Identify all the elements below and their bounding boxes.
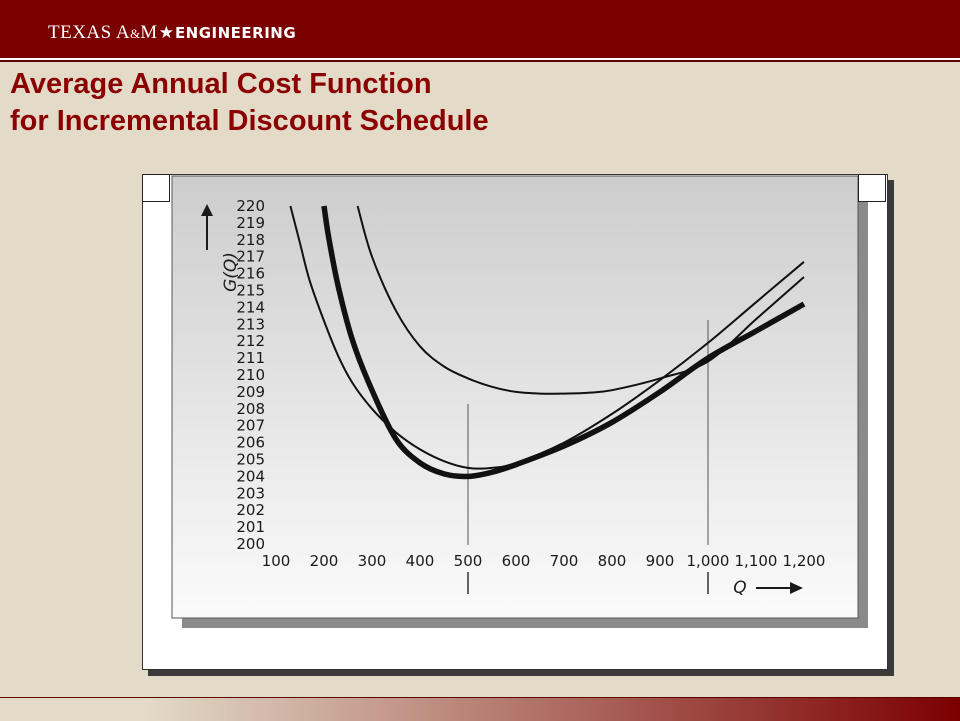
- slide-title-line-1: Average Annual Cost Function: [10, 68, 432, 100]
- y-tick-label: 207: [236, 417, 265, 435]
- cost-curve-thick-2: [321, 205, 806, 480]
- logo-org-text: TEXAS A: [48, 22, 131, 43]
- y-tick-label: 220: [236, 197, 265, 215]
- x-tick-label: 1,100: [735, 552, 778, 570]
- y-tick-label: 218: [236, 231, 265, 249]
- cost-curve-thin-0: [289, 205, 805, 470]
- x-tick-label: 1,200: [783, 552, 826, 570]
- y-tick-label: 217: [236, 248, 265, 266]
- logo-dept-text: ENGINEERING: [174, 24, 297, 42]
- y-tick-label: 201: [236, 518, 265, 536]
- footer-bar: [0, 697, 960, 721]
- y-tick-label: 215: [236, 282, 265, 300]
- x-tick-label: 500: [454, 552, 483, 570]
- x-axis-arrow-head: [790, 582, 803, 594]
- y-tick-label: 212: [236, 332, 265, 350]
- y-tick-label: 214: [236, 298, 265, 316]
- x-tick-label: 400: [406, 552, 435, 570]
- y-tick-label: 200: [236, 535, 265, 553]
- y-tick-label: 203: [236, 484, 265, 502]
- frame-corner-right: [858, 174, 886, 202]
- x-tick-label: 900: [646, 552, 675, 570]
- header-bar: TEXAS A&M★ENGINEERING: [0, 0, 960, 60]
- x-axis-label: Q: [733, 578, 746, 598]
- x-tick-label: 100: [262, 552, 291, 570]
- curves-group: [289, 205, 806, 480]
- x-tick-label: 700: [550, 552, 579, 570]
- x-tick-label: 800: [598, 552, 627, 570]
- x-tick-label: 200: [310, 552, 339, 570]
- slide-title: Average Annual Cost Function for Increme…: [10, 66, 910, 140]
- y-tick-label: 216: [236, 265, 265, 283]
- x-tick-label: 1,000: [687, 552, 730, 570]
- y-tick-label: 211: [236, 349, 265, 367]
- plot-panel: [171, 175, 859, 619]
- y-tick-label: 209: [236, 383, 265, 401]
- y-axis-label: G(Q): [221, 252, 241, 292]
- slide-title-line-2: for Incremental Discount Schedule: [10, 105, 489, 137]
- y-tick-label: 213: [236, 315, 265, 333]
- y-tick-label: 205: [236, 451, 265, 469]
- star-icon: ★: [158, 23, 174, 42]
- y-axis-arrow-head: [201, 204, 213, 216]
- x-tick-label: 600: [502, 552, 531, 570]
- university-logo: TEXAS A&M★ENGINEERING: [48, 22, 296, 44]
- y-tick-label: 202: [236, 501, 265, 519]
- logo-org-end: M: [140, 22, 158, 43]
- y-tick-label: 208: [236, 400, 265, 418]
- y-tick-label: 206: [236, 434, 265, 452]
- logo-amp: &: [130, 26, 141, 41]
- frame-corner-left: [142, 174, 170, 202]
- x-tick-label: 300: [358, 552, 387, 570]
- y-tick-label: 204: [236, 467, 265, 485]
- y-tick-label: 210: [236, 366, 265, 384]
- y-tick-label: 219: [236, 214, 265, 232]
